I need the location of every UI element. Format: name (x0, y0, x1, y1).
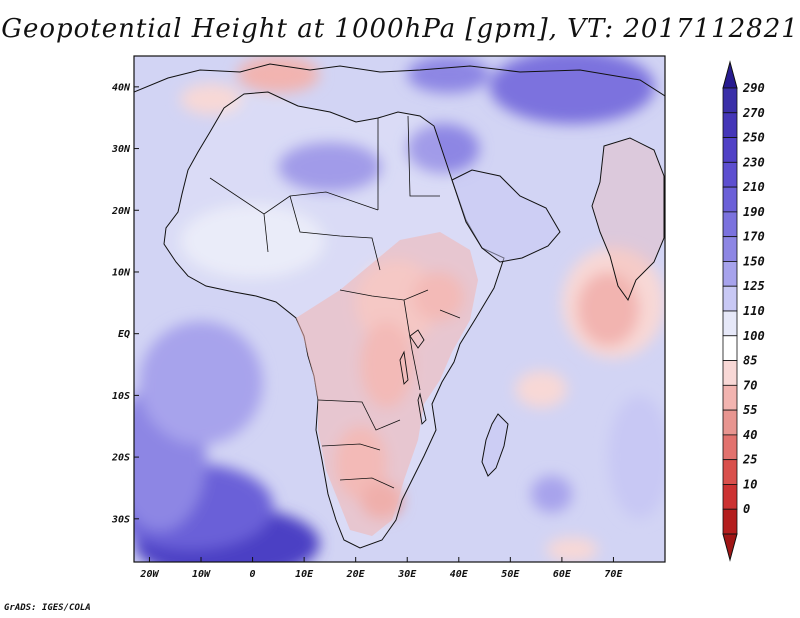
lon-tick-label-8: 60E (553, 569, 572, 580)
colorbar-level-17: 0 (743, 502, 750, 516)
colorbar-level-0: 290 (742, 81, 765, 95)
lon-tick-label-9: 70E (604, 569, 623, 580)
longitude-axis: 20W 10W 0 10E 20E 30E 40E 50E 60E 70E (139, 557, 623, 580)
colorbar-top-arrow (722, 60, 738, 89)
colorbar-swatch-3 (722, 161, 738, 188)
latitude-axis: 40N 30N 20N 10N EQ 10S 20S 30S (111, 82, 139, 525)
lat-tick-label-0: 40N (112, 82, 131, 93)
europe-coast (134, 63, 665, 97)
field-blob-10 (180, 83, 243, 115)
colorbar-level-9: 110 (743, 304, 765, 318)
lat-tick-label-7: 30S (111, 514, 130, 525)
plot-area (134, 56, 665, 562)
colorbar-swatch-1 (722, 112, 738, 138)
colorbar-swatch-7 (722, 261, 738, 287)
lat-tick-label-1: 30N (111, 144, 131, 155)
colorbar-swatch-13 (722, 409, 738, 436)
field-blob-9 (237, 56, 320, 94)
colorbar-level-3: 230 (742, 155, 765, 169)
plot-frame (133, 55, 666, 563)
colorbar-level-7: 150 (743, 254, 765, 268)
colorbar-swatch-6 (722, 236, 738, 262)
field-blob-6 (180, 204, 325, 279)
field-blob-19 (530, 475, 573, 513)
colorbar-level-10: 100 (743, 329, 765, 343)
arabia-outline (451, 169, 561, 263)
colorbar-level-4: 210 (742, 180, 765, 194)
field-blob-3 (139, 321, 263, 445)
colorbar-level-16: 10 (743, 477, 757, 491)
field-blob-4 (278, 142, 382, 192)
field-blob-21 (546, 537, 598, 562)
colorbar-swatch-10 (722, 335, 738, 361)
lon-tick-label-5: 30E (397, 569, 417, 580)
lon-tick-label-0: 20W (139, 569, 159, 580)
africa-warm-tint (296, 232, 478, 536)
lon-tick-label-7: 50E (501, 569, 520, 580)
lon-tick-label-2: 0 (250, 569, 256, 580)
colorbar-swatch-12 (722, 384, 738, 411)
lat-tick-label-3: 10N (112, 267, 131, 278)
lat-tick-label-5: 10S (112, 391, 130, 402)
lon-tick-label-6: 40E (450, 569, 469, 580)
colorbar-level-1: 270 (742, 106, 765, 120)
lat-tick-label-2: 20N (111, 206, 131, 217)
field-blob-7 (489, 56, 655, 124)
colorbar-swatch-4 (722, 186, 738, 213)
field-blob-20 (608, 395, 665, 519)
colorbar-level-8: 125 (743, 279, 765, 293)
colorbar-swatch-2 (722, 137, 738, 163)
colorbar-swatch-0 (722, 87, 738, 114)
colorbar-level-15: 25 (742, 453, 757, 467)
colorbar-level-6: 170 (743, 230, 765, 244)
lat-tick-label-6: 20S (111, 453, 130, 464)
lon-tick-label-1: 10W (192, 569, 211, 580)
field-blob-18 (515, 370, 568, 408)
colorbar-swatch-9 (722, 310, 738, 337)
colorbar-level-11: 85 (743, 354, 757, 368)
colorbar-level-2: 250 (742, 131, 765, 145)
colorbar: 2902702502302101901701501251101008570554… (722, 60, 765, 562)
colorbar-swatch-15 (722, 459, 738, 485)
colorbar-level-12: 70 (743, 378, 757, 392)
map-title: Geopotential Height at 1000hPa [gpm], VT… (1, 14, 799, 44)
colorbar-level-13: 55 (743, 403, 757, 417)
colorbar-level-14: 40 (743, 428, 757, 442)
africa-landmass (134, 63, 665, 549)
country-borders (209, 115, 461, 489)
colorbar-swatch-8 (722, 285, 738, 312)
india-outline (591, 137, 665, 302)
field-blob-17 (577, 271, 640, 347)
lon-tick-label-3: 10E (295, 569, 314, 580)
lat-tick-label-4: EQ (118, 329, 130, 340)
madagascar-outline (481, 413, 509, 477)
colorbar-swatch-16 (722, 484, 738, 510)
colorbar-swatch-14 (722, 434, 738, 461)
field-blob-8 (407, 56, 490, 94)
colorbar-level-5: 190 (743, 205, 765, 219)
colorbar-swatch-5 (722, 211, 738, 238)
lon-tick-label-4: 20E (346, 569, 366, 580)
field-blob-5 (407, 123, 480, 174)
grads-credit: GrADS: IGES/COLA (4, 603, 91, 613)
colorbar-swatch-17 (722, 508, 738, 535)
great-lakes (399, 329, 427, 425)
colorbar-swatch-11 (722, 360, 738, 386)
colorbar-bottom-arrow (722, 533, 738, 562)
